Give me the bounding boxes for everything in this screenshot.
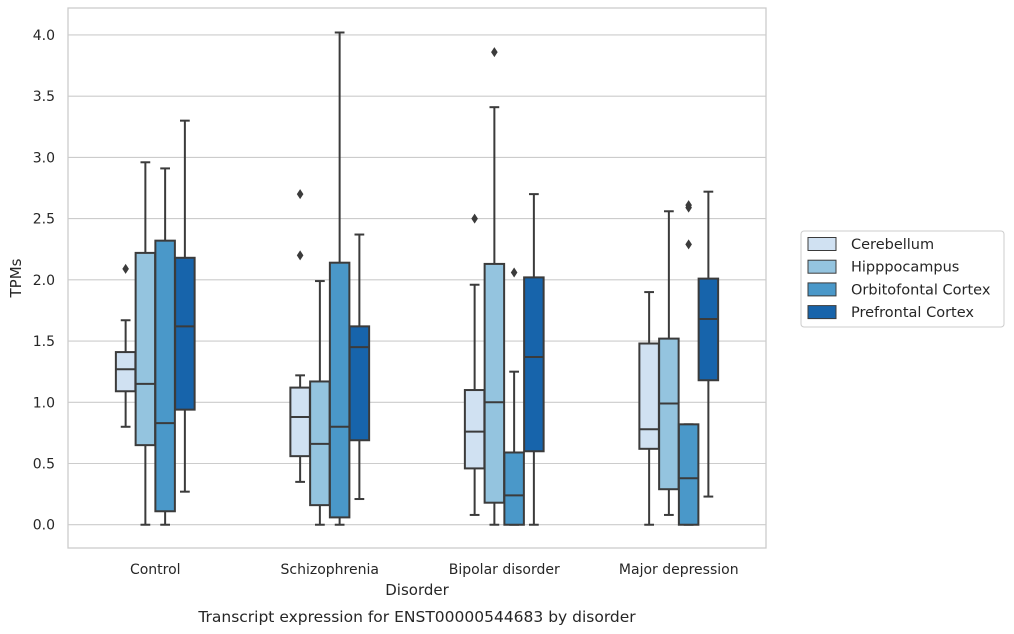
box-iqr: [658, 337, 680, 491]
outlier-point: [296, 189, 304, 200]
outlier-point: [471, 213, 478, 224]
box-orbitofontal-cortex: [503, 267, 525, 526]
box-iqr: [348, 325, 371, 442]
box-orbitofontal-cortex: [677, 200, 700, 526]
legend-label: Hipppocampus: [851, 260, 959, 276]
legend-label: Prefrontal Cortex: [851, 305, 974, 321]
box-iqr: [697, 277, 720, 382]
box-hipppocampus: [483, 47, 506, 526]
box-iqr: [154, 239, 176, 513]
box-iqr: [289, 386, 311, 458]
box-prefrontal-cortex: [174, 119, 196, 493]
box-prefrontal-cortex: [697, 190, 720, 498]
y-tick-label: 0.5: [33, 457, 55, 473]
box-prefrontal-cortex: [348, 233, 371, 501]
box-hipppocampus: [658, 210, 680, 516]
outlier-point: [685, 239, 692, 250]
box-iqr: [483, 262, 506, 504]
outlier-point: [296, 250, 304, 261]
y-tick-label: 3.0: [33, 150, 55, 166]
x-tick-label: Schizophrenia: [281, 562, 379, 578]
legend-label: Orbitofontal Cortex: [851, 282, 991, 298]
box-orbitofontal-cortex: [328, 31, 351, 526]
box-iqr: [638, 342, 660, 450]
box-iqr: [677, 423, 700, 526]
outlier-point: [685, 200, 692, 211]
plot-frame: [67, 7, 767, 549]
y-axis-label: TPMs: [7, 258, 25, 298]
legend-swatch: [807, 237, 837, 251]
box-iqr: [463, 389, 486, 470]
legend-swatch: [807, 282, 837, 297]
outlier-point: [491, 47, 498, 58]
y-tick-label: 0.0: [33, 518, 55, 534]
legend-swatch: [807, 259, 837, 274]
box-cerebellum: [289, 189, 311, 483]
outlier-point: [510, 267, 518, 278]
y-tick-label: 3.5: [33, 89, 55, 105]
y-tick-label: 1.0: [33, 395, 55, 411]
x-tick-label: Bipolar disorder: [449, 562, 560, 578]
y-tick-label: 2.5: [33, 212, 55, 228]
legend-swatch: [807, 305, 837, 320]
x-tick-labels: Control Schizophrenia Bipolar disorder Majo…: [130, 562, 739, 578]
legend-label: Cerebellum: [851, 237, 934, 253]
legend: Cerebellum Hipppocampus Orbitofontal Corte…: [800, 230, 1005, 328]
box-iqr: [328, 261, 351, 519]
box-plot-area: [114, 31, 720, 526]
x-tick-label: Major depression: [619, 562, 739, 578]
x-axis-label: Disorder: [385, 581, 449, 599]
box-cerebellum: [638, 291, 660, 526]
outlier-point: [122, 263, 129, 274]
x-tick-label: Control: [130, 562, 181, 578]
chart-caption: Transcript expression for ENST0000054468…: [197, 608, 636, 626]
box-iqr: [523, 276, 545, 453]
legend-frame: [800, 230, 1005, 328]
box-iqr: [503, 451, 525, 526]
y-tick-label: 4.0: [33, 28, 55, 44]
y-tick-labels: 0.0 0.5 1.0 1.5 2.0 2.5 3.0 3.5 4.0: [33, 28, 55, 534]
box-iqr: [134, 251, 157, 447]
y-tick-label: 1.5: [33, 334, 55, 350]
box-iqr: [114, 351, 137, 393]
box-iqr: [174, 256, 196, 411]
y-tick-label: 2.0: [33, 273, 55, 289]
box-prefrontal-cortex: [523, 193, 545, 526]
